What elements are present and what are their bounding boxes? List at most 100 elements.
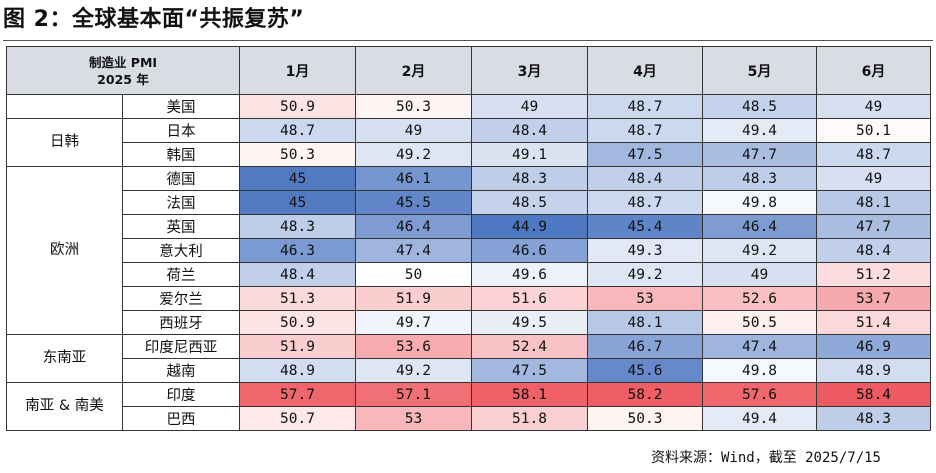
pmi-value-cell: 49.2	[355, 358, 473, 383]
pmi-value-cell: 48.7	[239, 118, 357, 143]
pmi-value-cell: 49.2	[702, 238, 818, 263]
country-cell: 印度尼西亚	[121, 334, 241, 359]
pmi-value-cell: 45.6	[587, 358, 704, 383]
pmi-value-cell: 49	[816, 166, 932, 191]
pmi-value-cell: 46.9	[816, 334, 932, 359]
pmi-value-cell: 52.4	[471, 334, 589, 359]
table-row: 韩国 50.3 49.2 49.1 47.5 47.7 48.7	[7, 142, 932, 167]
header-row: 制造业 PMI 2025 年 1月 2月 3月 4月 5月 6月	[5, 46, 932, 95]
pmi-value-cell: 47.4	[355, 238, 473, 263]
pmi-value-cell: 53.6	[355, 334, 473, 359]
table-row: 英国 48.3 46.4 44.9 45.4 46.4 47.7	[7, 214, 932, 239]
pmi-value-cell: 49.5	[471, 310, 589, 335]
pmi-value-cell: 58.2	[587, 382, 704, 407]
pmi-value-cell: 58.1	[471, 382, 589, 407]
month-header: 3月	[471, 46, 589, 95]
pmi-value-cell: 49	[471, 94, 589, 119]
pmi-value-cell: 50.5	[702, 310, 818, 335]
pmi-value-cell: 47.4	[702, 334, 818, 359]
pmi-value-cell: 46.3	[239, 238, 357, 263]
pmi-value-cell: 45	[239, 166, 357, 191]
pmi-value-cell: 48.3	[702, 166, 818, 191]
month-header: 6月	[816, 46, 932, 95]
table-row: 法国 45 45.5 48.5 48.7 49.8 48.1	[7, 190, 932, 215]
country-cell: 印度	[121, 382, 241, 407]
pmi-value-cell: 49.8	[702, 190, 818, 215]
pmi-value-cell: 50	[355, 262, 473, 287]
pmi-value-cell: 49.1	[471, 142, 589, 167]
pmi-value-cell: 51.9	[239, 334, 357, 359]
pmi-table: 制造业 PMI 2025 年 1月 2月 3月 4月 5月 6月 美国 50.9 5…	[5, 46, 932, 431]
pmi-value-cell: 48.1	[816, 190, 932, 215]
region-group-cell: 东南亚	[6, 334, 123, 383]
country-cell: 德国	[121, 166, 241, 191]
pmi-value-cell: 49.6	[471, 262, 589, 287]
region-group-cell: 欧洲	[6, 166, 123, 335]
pmi-value-cell: 51.2	[816, 262, 932, 287]
country-cell: 巴西	[121, 406, 241, 431]
pmi-value-cell: 50.3	[355, 94, 473, 119]
month-header: 5月	[702, 46, 818, 95]
country-cell: 法国	[121, 190, 241, 215]
source-note: 资料来源：Wind，截至 2025/7/15	[650, 450, 881, 466]
pmi-value-cell: 49	[702, 262, 818, 287]
pmi-value-cell: 58.4	[816, 382, 932, 407]
pmi-value-cell: 47.5	[471, 358, 589, 383]
pmi-value-cell: 48.4	[471, 118, 589, 143]
pmi-value-cell: 46.4	[702, 214, 818, 239]
pmi-value-cell: 50.3	[239, 142, 357, 167]
pmi-value-cell: 51.6	[471, 286, 589, 311]
pmi-value-cell: 45.4	[587, 214, 704, 239]
table-row: 欧洲 德国 45 46.1 48.3 48.4 48.3 49	[6, 166, 932, 335]
pmi-value-cell: 48.5	[702, 94, 818, 119]
table-row: 意大利 46.3 47.4 46.6 49.3 49.2 48.4	[7, 238, 932, 263]
pmi-value-cell: 50.7	[239, 406, 357, 431]
pmi-value-cell: 48.3	[816, 406, 932, 431]
pmi-value-cell: 49	[355, 118, 473, 143]
pmi-value-cell: 51.9	[355, 286, 473, 311]
pmi-value-cell: 57.1	[355, 382, 473, 407]
pmi-value-cell: 52.6	[702, 286, 818, 311]
pmi-value-cell: 50.1	[816, 118, 932, 143]
month-header: 4月	[587, 46, 704, 95]
country-cell: 英国	[121, 214, 241, 239]
corner-header-cell: 制造业 PMI 2025 年	[5, 46, 241, 95]
pmi-value-cell: 57.6	[702, 382, 818, 407]
figure-title: 图 2：全球基本面“共振复苏”	[3, 0, 933, 41]
region-group-cell: 南亚 & 南美	[6, 382, 123, 431]
corner-label-year: 2025 年	[97, 71, 149, 87]
pmi-value-cell: 48.4	[587, 166, 704, 191]
country-cell: 越南	[121, 358, 241, 383]
table-row: 西班牙 50.9 49.7 49.5 48.1 50.5 51.4	[7, 310, 932, 335]
table-row: 越南 48.9 49.2 47.5 45.6 49.8 48.9	[7, 358, 932, 383]
pmi-value-cell: 51.8	[471, 406, 589, 431]
table-row: 日韩 日本 48.7 49 48.4 48.7 49.4 50.1	[6, 118, 932, 167]
pmi-value-cell: 48.1	[587, 310, 704, 335]
pmi-value-cell: 53	[587, 286, 704, 311]
month-header: 1月	[239, 46, 357, 95]
pmi-value-cell: 44.9	[471, 214, 589, 239]
country-cell: 美国	[121, 94, 241, 119]
table-row: 巴西 50.7 53 51.8 50.3 49.4 48.3	[7, 406, 932, 431]
pmi-value-cell: 48.7	[587, 94, 704, 119]
pmi-value-cell: 48.9	[816, 358, 932, 383]
pmi-value-cell: 50.9	[239, 94, 357, 119]
region-group-cell	[6, 94, 123, 119]
corner-label-pmi: 制造业 PMI	[88, 54, 158, 70]
country-cell: 意大利	[121, 238, 241, 263]
country-cell: 韩国	[121, 142, 241, 167]
pmi-value-cell: 48.7	[587, 118, 704, 143]
country-cell: 西班牙	[121, 310, 241, 335]
pmi-value-cell: 45.5	[355, 190, 473, 215]
pmi-value-cell: 47.7	[816, 214, 932, 239]
pmi-value-cell: 53.7	[816, 286, 932, 311]
table-body: 美国 50.9 50.3 49 48.7 48.5 49 日韩 日本 48.7 49 48.4 48.7…	[6, 94, 932, 431]
pmi-value-cell: 53	[355, 406, 473, 431]
table-row: 爱尔兰 51.3 51.9 51.6 53 52.6 53.7	[7, 286, 932, 311]
country-cell: 荷兰	[121, 262, 241, 287]
pmi-value-cell: 46.7	[587, 334, 704, 359]
pmi-value-cell: 51.4	[816, 310, 932, 335]
pmi-value-cell: 48.4	[816, 238, 932, 263]
pmi-value-cell: 49.2	[587, 262, 704, 287]
pmi-value-cell: 49.4	[702, 406, 818, 431]
